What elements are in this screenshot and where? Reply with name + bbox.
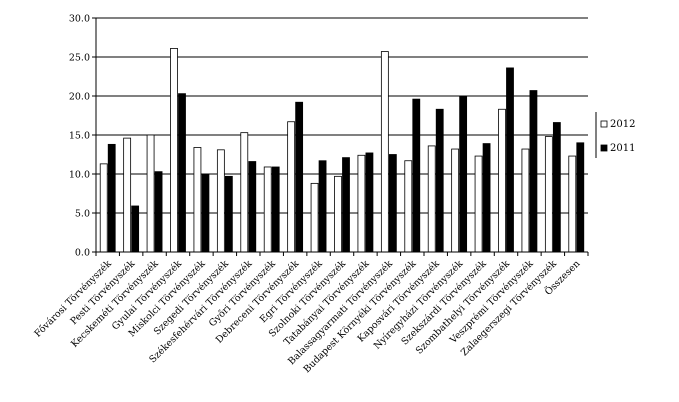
y-axis-ticks: 0.0 5.0 10.0 15.0 20.0 25.0 30.0 xyxy=(69,14,96,259)
bar-2012-18 xyxy=(521,148,530,253)
bar-2012-5 xyxy=(216,149,225,253)
bar-2012-2 xyxy=(146,134,155,253)
bar-2012-9 xyxy=(310,182,319,253)
bar-2011-4 xyxy=(201,173,210,253)
bar-2012-14 xyxy=(427,145,436,253)
legend-swatch-2012 xyxy=(600,120,608,128)
bar-2011-11 xyxy=(365,152,374,253)
legend-label-2011: 2011 xyxy=(610,143,635,154)
bar-2011-14 xyxy=(435,108,444,253)
bar-2012-20 xyxy=(568,155,577,253)
bar-2011-15 xyxy=(459,95,468,253)
bar-2011-0 xyxy=(107,143,116,253)
bar-2011-1 xyxy=(131,205,140,253)
bar-2011-19 xyxy=(552,122,561,253)
bar-2012-11 xyxy=(357,154,366,253)
bar-2011-20 xyxy=(576,142,585,253)
bar-2012-1 xyxy=(123,137,132,253)
bar-2011-7 xyxy=(271,166,280,253)
y-tick-label: 5.0 xyxy=(75,209,90,220)
bar-2011-6 xyxy=(248,161,257,253)
y-tick-label: 30.0 xyxy=(69,14,90,25)
axes xyxy=(95,18,589,256)
bar-2011-16 xyxy=(482,143,491,253)
legend: 2012 2011 xyxy=(595,112,635,158)
bar-2011-8 xyxy=(295,101,304,253)
bar-2012-12 xyxy=(380,51,389,253)
bar-2011-12 xyxy=(388,154,397,253)
gridlines xyxy=(96,17,588,214)
bar-2011-10 xyxy=(342,157,350,253)
bar-2012-8 xyxy=(287,121,296,253)
bar-2011-18 xyxy=(529,90,538,253)
bar-2011-17 xyxy=(506,67,514,253)
bar-2012-7 xyxy=(263,166,272,253)
bar-2012-15 xyxy=(451,148,460,253)
bar-2012-19 xyxy=(544,136,553,253)
y-tick-label: 0.0 xyxy=(75,248,90,259)
y-tick-label: 15.0 xyxy=(69,131,90,142)
legend-label-2012: 2012 xyxy=(610,119,635,130)
y-tick-label: 20.0 xyxy=(69,92,90,103)
y-tick-label: 25.0 xyxy=(69,53,90,64)
bar-2011-2 xyxy=(154,171,163,253)
bar-2012-10 xyxy=(334,175,342,253)
bar-2011-9 xyxy=(318,160,327,253)
bar-2011-3 xyxy=(178,93,186,253)
bar-2012-13 xyxy=(404,160,413,253)
bars xyxy=(99,48,585,253)
bar-2012-0 xyxy=(99,163,108,253)
bar-2012-6 xyxy=(240,132,249,253)
bar-2011-13 xyxy=(412,98,421,253)
bar-2011-5 xyxy=(224,175,233,253)
bar-2012-4 xyxy=(193,147,202,253)
bar-2012-3 xyxy=(170,48,178,253)
legend-swatch-2011 xyxy=(600,144,608,152)
bar-2012-16 xyxy=(474,155,483,253)
bar-2012-17 xyxy=(498,108,506,253)
y-tick-label: 10.0 xyxy=(69,170,90,181)
